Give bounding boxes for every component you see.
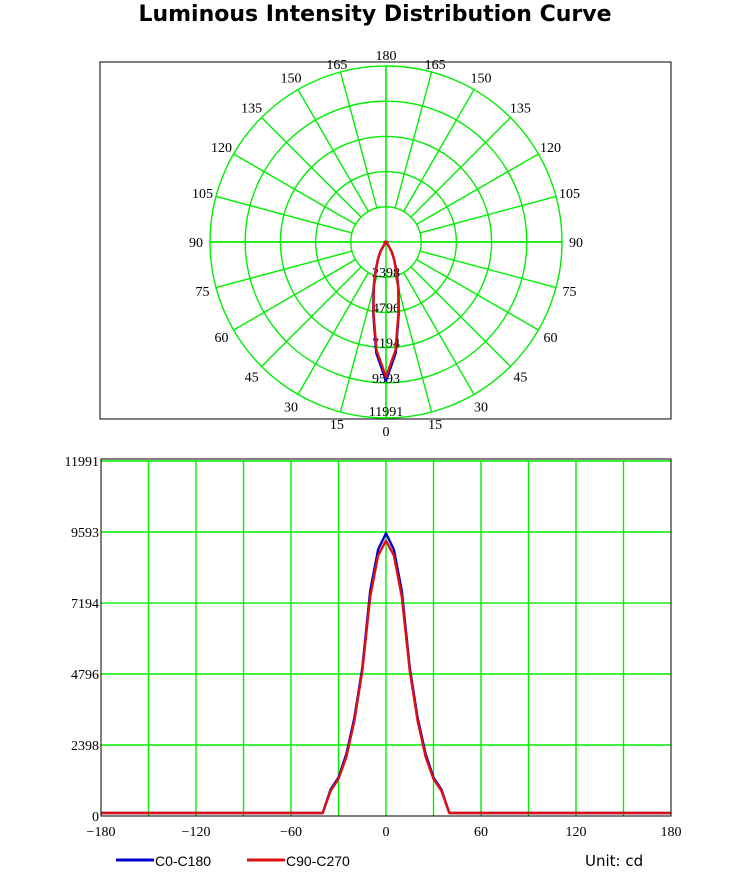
unit-label: Unit: cd (585, 852, 644, 870)
x-tick-label: 0 (383, 825, 390, 840)
y-tick-label: 9593 (71, 526, 99, 541)
polar-angle-label: 60 (214, 331, 228, 346)
line-grid (101, 460, 671, 816)
polar-spoke (339, 71, 378, 209)
polar-angle-label: 165 (326, 58, 347, 73)
polar-angle-label: 75 (563, 285, 577, 300)
polar-spoke (233, 153, 356, 226)
polar-angle-label: 15 (428, 418, 442, 433)
polar-angle-label: 75 (195, 285, 209, 300)
x-tick-label: 120 (566, 825, 587, 840)
polar-angle-label: 135 (510, 102, 531, 117)
polar-spoke (394, 71, 433, 209)
polar-angle-label: 135 (241, 102, 262, 117)
x-tick-label: 180 (661, 825, 682, 840)
x-tick-label: 60 (474, 825, 488, 840)
polar-angle-label: 120 (211, 141, 232, 156)
polar-angle-label: 45 (245, 370, 259, 385)
polar-spoke (215, 250, 353, 289)
legend-label-c90-c270: C90-C270 (286, 853, 350, 869)
x-tick-label: −120 (182, 825, 211, 840)
polar-angle-label: 90 (189, 236, 203, 251)
polar-angle-label: 150 (471, 71, 492, 86)
polar-grid (209, 65, 563, 419)
polar-spoke (410, 266, 511, 367)
polar-angle-label: 45 (513, 370, 527, 385)
polar-angle-label: 30 (284, 401, 298, 416)
line-labels: 0 2398 4796 7194 9593 11991 −180 −120 −60 0 60 120 1… (65, 455, 682, 840)
polar-spoke (416, 258, 539, 331)
polar-angle-label: 30 (474, 401, 488, 416)
polar-radial-label: 7194 (372, 337, 400, 352)
polar-angle-label: 15 (330, 418, 344, 433)
polar-labels: 1801651651501501351351201201051059090757… (189, 49, 583, 440)
line-series (101, 532, 671, 815)
polar-angle-label: 165 (425, 58, 446, 73)
polar-spoke (394, 275, 433, 413)
polar-angle-label: 105 (192, 187, 213, 202)
polar-spoke (215, 195, 353, 234)
polar-series (372, 240, 400, 382)
polar-series-c90-c270 (372, 240, 400, 379)
polar-frame (99, 61, 672, 420)
line-series-c90-c270 (101, 539, 671, 815)
polar-spoke (297, 89, 370, 212)
polar-angle-label: 90 (569, 236, 583, 251)
polar-radial-label: 2398 (372, 266, 400, 281)
polar-spoke (419, 195, 557, 234)
polar-spoke (339, 275, 378, 413)
x-tick-label: −60 (280, 825, 302, 840)
polar-spoke (297, 272, 370, 395)
y-tick-label: 2398 (71, 739, 99, 754)
polar-radial-label: 4796 (372, 301, 400, 316)
polar-spoke (402, 89, 475, 212)
polar-angle-label: 120 (540, 141, 561, 156)
polar-spoke (410, 117, 511, 218)
polar-spoke (402, 272, 475, 395)
polar-spoke (261, 266, 362, 367)
legend-label-c0-c180: C0-C180 (155, 853, 211, 869)
polar-angle-label: 180 (376, 49, 397, 64)
y-tick-label: 4796 (71, 668, 99, 683)
x-tick-label: −180 (87, 825, 116, 840)
polar-spoke (416, 153, 539, 226)
line-frame (100, 458, 672, 817)
polar-angle-label: 150 (281, 71, 302, 86)
polar-spoke (233, 258, 356, 331)
legend: C0-C180 C90-C270 (116, 853, 350, 869)
y-tick-label: 7194 (71, 597, 99, 612)
polar-angle-label: 0 (383, 425, 390, 440)
y-tick-label: 11991 (65, 455, 99, 470)
y-tick-label: 0 (92, 810, 99, 825)
polar-angle-label: 105 (559, 187, 580, 202)
chart-title: Luminous Intensity Distribution Curve (138, 2, 612, 27)
polar-angle-label: 60 (544, 331, 558, 346)
polar-spoke (419, 250, 557, 289)
polar-spoke (261, 117, 362, 218)
polar-radial-label: 11991 (369, 405, 403, 420)
